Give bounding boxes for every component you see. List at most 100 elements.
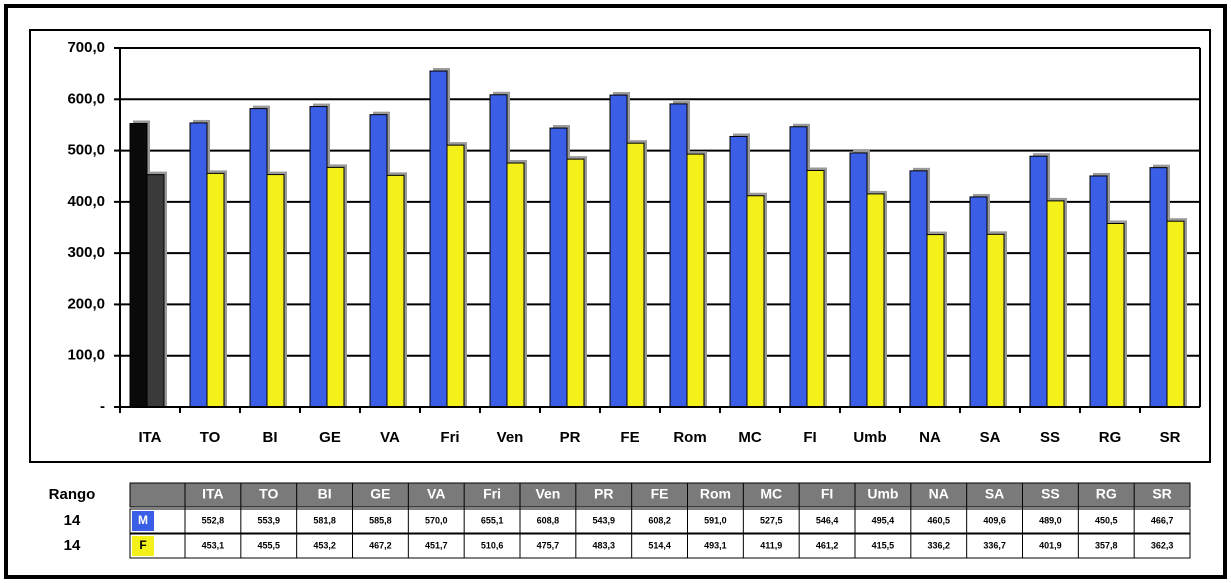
table-value: 527,5 — [760, 515, 783, 525]
table-value: 483,3 — [592, 540, 615, 550]
rank-label: 14 — [64, 512, 81, 529]
x-tick-label: GE — [319, 429, 341, 446]
table-header-cell: Umb — [867, 486, 898, 502]
table-value: 415,5 — [872, 540, 895, 550]
table-header-cell: BI — [318, 486, 332, 502]
x-tick-label: BI — [263, 429, 278, 446]
bar — [909, 170, 928, 408]
table-value: 543,9 — [592, 515, 615, 525]
bar — [1149, 167, 1168, 408]
bar — [1106, 222, 1125, 408]
bar — [1166, 220, 1185, 408]
y-tick-label: 700,0 — [67, 39, 105, 56]
x-tick-label: Fri — [440, 429, 459, 446]
x-tick-label: NA — [919, 429, 941, 446]
x-tick-label: ITA — [138, 429, 161, 446]
bar — [566, 158, 585, 408]
table-header-cell: RG — [1096, 486, 1117, 502]
table-value: 461,2 — [816, 540, 839, 550]
bar — [1089, 175, 1108, 408]
y-tick-label: 400,0 — [67, 193, 105, 210]
table-value: 336,2 — [927, 540, 950, 550]
bar — [266, 174, 285, 408]
table-value: 336,7 — [983, 540, 1006, 550]
bar — [386, 174, 405, 408]
x-tick-label: SA — [980, 429, 1001, 446]
bar — [446, 144, 465, 408]
table-value: 453,2 — [313, 540, 336, 550]
y-tick-label: 200,0 — [67, 295, 105, 312]
bar — [549, 127, 568, 408]
x-tick-label: SS — [1040, 429, 1060, 446]
table-value: 514,4 — [648, 540, 671, 550]
table-value: 510,6 — [481, 540, 504, 550]
plot-area — [119, 47, 1201, 408]
table-value: 411,9 — [760, 540, 782, 550]
x-tick-label: FI — [803, 429, 816, 446]
legend-swatch — [132, 511, 154, 531]
table-value: 357,8 — [1095, 540, 1118, 550]
bar — [489, 94, 508, 408]
y-tick-label: 600,0 — [67, 90, 105, 107]
x-tick-label: TO — [200, 429, 221, 446]
x-tick-label: MC — [738, 429, 761, 446]
chart-frame — [29, 29, 1211, 463]
table-value: 546,4 — [816, 515, 839, 525]
bar — [849, 152, 868, 408]
bar — [369, 114, 388, 408]
bar — [429, 70, 448, 408]
table-value: 581,8 — [313, 515, 336, 525]
table-value: 608,8 — [537, 515, 560, 525]
bar — [806, 169, 825, 408]
table-header-bg — [129, 482, 1191, 508]
table-header-cell: SA — [985, 486, 1004, 502]
table-row — [129, 533, 1191, 559]
table-header-cell: GE — [370, 486, 390, 502]
table-header-cell: MC — [760, 486, 782, 502]
x-tick-label: RG — [1099, 429, 1122, 446]
table-header-cell: FI — [821, 486, 833, 502]
table-value: 585,8 — [369, 515, 392, 525]
table-value: 450,5 — [1095, 515, 1118, 525]
table-value: 467,2 — [369, 540, 392, 550]
bar — [746, 195, 765, 408]
bar — [309, 106, 328, 408]
table-header-cell: FE — [651, 486, 669, 502]
bar — [1046, 200, 1065, 408]
table-value: 451,7 — [425, 540, 448, 550]
bar — [626, 142, 645, 408]
bar — [669, 103, 688, 408]
bar — [969, 196, 988, 408]
bar — [146, 174, 165, 408]
legend-swatch — [132, 536, 154, 556]
table-value: 466,7 — [1151, 515, 1174, 525]
bar — [609, 94, 628, 408]
table-value: 460,5 — [927, 515, 950, 525]
bar — [1029, 155, 1048, 408]
table-value: 475,7 — [537, 540, 560, 550]
table-header-cell: SR — [1152, 486, 1171, 502]
y-tick-label: 300,0 — [67, 244, 105, 261]
table-value: 570,0 — [425, 515, 448, 525]
table-header-label: Rango — [49, 486, 96, 503]
table-value: 552,8 — [202, 515, 225, 525]
table-header-cell: VA — [427, 486, 445, 502]
x-tick-label: Ven — [497, 429, 524, 446]
bar — [686, 153, 705, 408]
table-header-cell: Fri — [483, 486, 501, 502]
bar — [866, 193, 885, 408]
bar — [249, 108, 268, 408]
bar — [129, 122, 148, 408]
bar — [206, 172, 225, 408]
table-header-cell: ITA — [202, 486, 224, 502]
rank-label: 14 — [64, 537, 81, 554]
bar — [789, 126, 808, 408]
x-tick-label: PR — [560, 429, 581, 446]
bar — [926, 234, 945, 408]
table-value: 495,4 — [872, 515, 895, 525]
table-header-cell: Ven — [535, 486, 560, 502]
x-tick-label: VA — [380, 429, 400, 446]
table-value: 591,0 — [704, 515, 727, 525]
bar — [189, 122, 208, 408]
